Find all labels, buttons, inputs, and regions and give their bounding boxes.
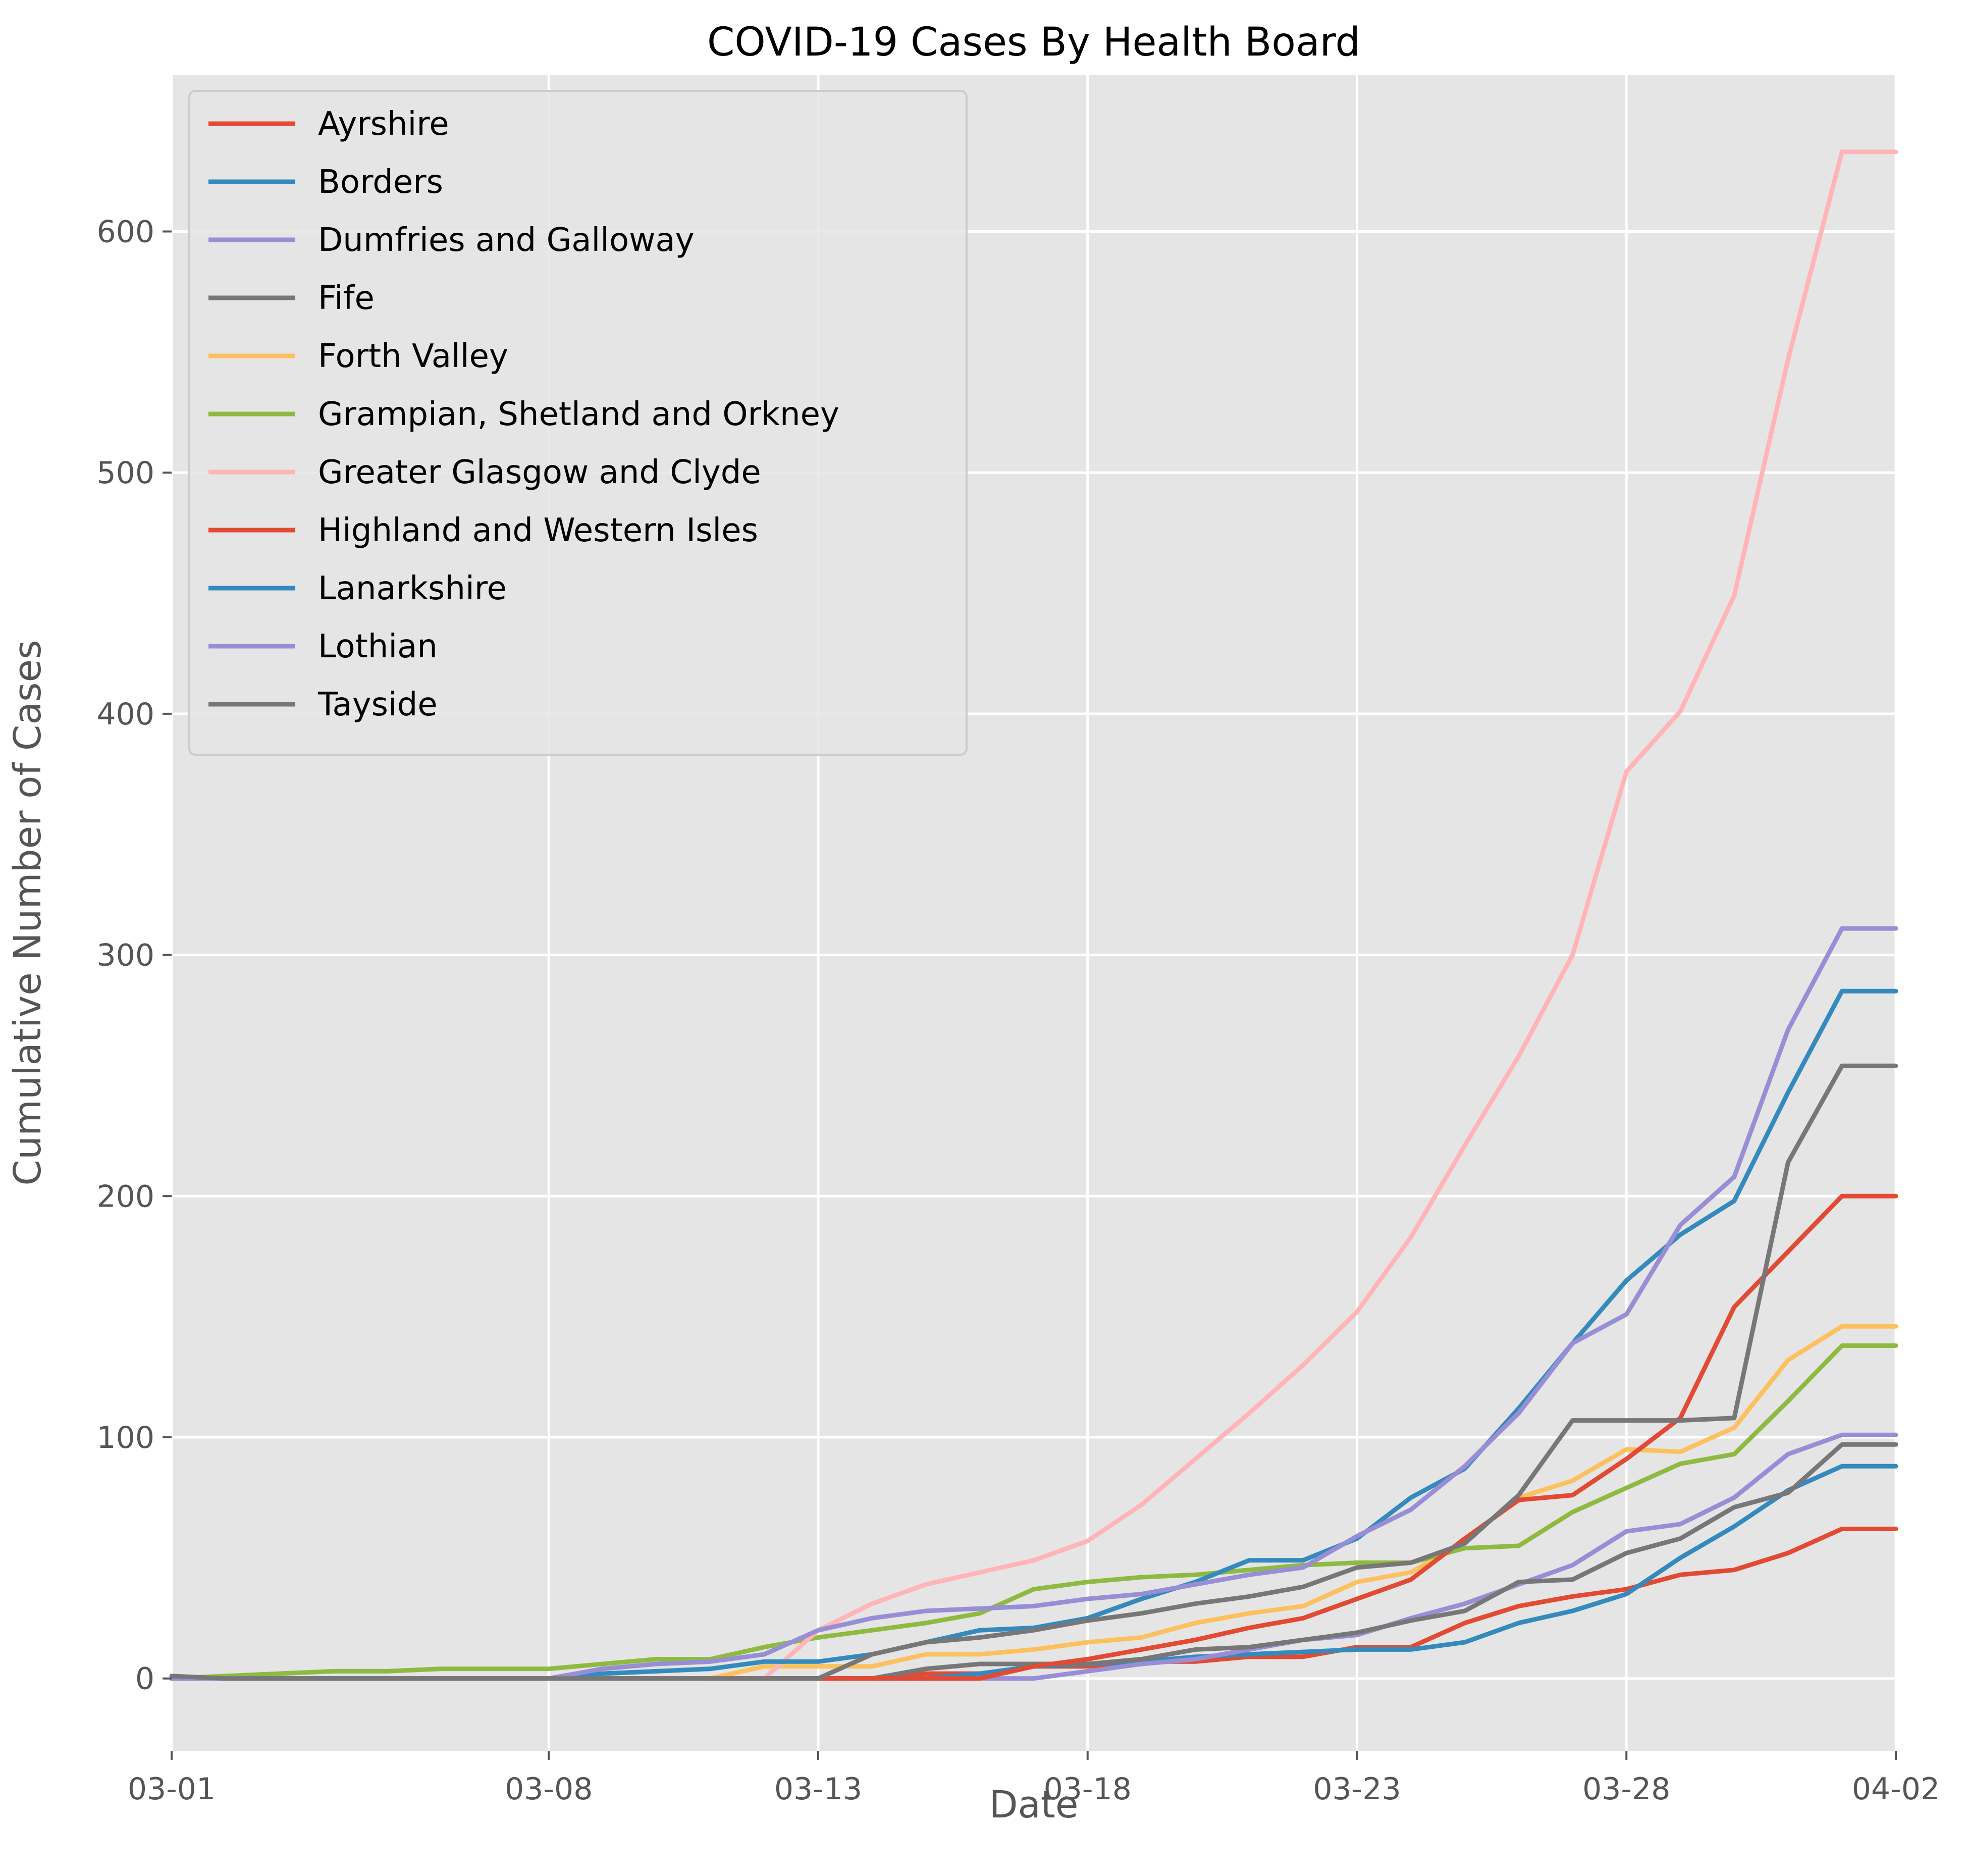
legend-entry: Borders — [318, 164, 443, 201]
x-tick-label: 03-28 — [1582, 1771, 1670, 1807]
legend-entry: Lanarkshire — [318, 570, 507, 607]
x-axis: 03-01 03-08 03-13 03-18 03-23 03-28 04-02 — [128, 1751, 1940, 1807]
x-tick-label: 03-13 — [774, 1771, 862, 1807]
legend-entry: Tayside — [317, 686, 438, 723]
legend-entry: Dumfries and Galloway — [318, 222, 695, 259]
y-axis: 0 100 200 300 400 500 600 — [96, 215, 172, 1697]
series-line — [169, 1343, 1898, 1681]
legend-entry: Greater Glasgow and Clyde — [318, 454, 761, 491]
x-tick-label: 03-08 — [505, 1771, 593, 1807]
y-tick-label: 100 — [96, 1420, 154, 1455]
y-tick-label: 500 — [96, 455, 154, 491]
y-axis-label: Cumulative Number of Cases — [6, 640, 49, 1185]
legend-entry: Fife — [318, 280, 375, 317]
legend-entry: Forth Valley — [318, 338, 508, 375]
y-tick-label: 600 — [96, 215, 154, 250]
y-tick-label: 200 — [96, 1179, 154, 1214]
x-tick-label: 04-02 — [1852, 1771, 1940, 1807]
series-line — [169, 1063, 1898, 1681]
y-tick-label: 0 — [135, 1661, 154, 1697]
legend-entry: Highland and Western Isles — [318, 512, 758, 549]
series-lines — [169, 149, 1898, 1681]
y-tick-label: 400 — [96, 697, 154, 732]
legend-entry: Grampian, Shetland and Orkney — [318, 396, 839, 433]
y-tick-label: 300 — [96, 938, 154, 973]
x-tick-label: 03-18 — [1044, 1771, 1132, 1807]
legend: Ayrshire Borders Dumfries and Galloway Fife… — [188, 90, 968, 756]
chart-title: COVID-19 Cases By Health Board — [707, 20, 1360, 65]
legend-entry: Lothian — [318, 628, 438, 665]
legend-entry: Ayrshire — [318, 106, 449, 143]
x-axis-label: Date — [989, 1783, 1079, 1827]
x-tick-label: 03-23 — [1313, 1771, 1401, 1807]
legend-box — [188, 90, 968, 756]
x-tick-label: 03-01 — [128, 1771, 216, 1807]
